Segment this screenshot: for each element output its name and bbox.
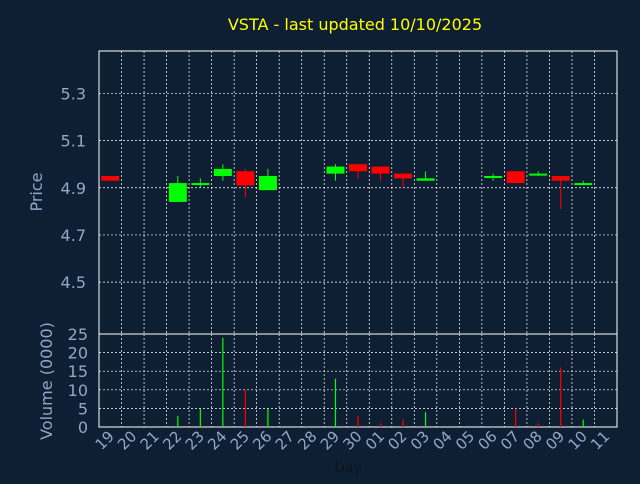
x-axis-label: Day: [334, 460, 362, 476]
volume-tick-label: 10: [68, 381, 88, 400]
candle-body: [349, 164, 367, 172]
candle-body: [326, 166, 345, 174]
candle-body: [506, 171, 525, 184]
candle-body: [191, 183, 210, 186]
volume-tick-label: 15: [68, 362, 88, 381]
volume-tick-label: 25: [68, 325, 88, 344]
volume-plot-frame: [98, 333, 618, 428]
price-tick-label: 4.7: [61, 226, 86, 245]
volume-bar: [222, 337, 224, 427]
candle-body: [574, 183, 593, 186]
volume-tick-label: 20: [68, 344, 88, 363]
volume-bar: [582, 419, 584, 427]
candle-body: [168, 183, 187, 202]
candle-body: [236, 171, 255, 186]
volume-bar: [515, 408, 517, 427]
volume-tick-label: 0: [78, 418, 88, 437]
volume-bar: [267, 408, 269, 427]
candle-body: [394, 173, 413, 179]
volume-bar: [424, 412, 427, 427]
price-tick-label: 5.3: [61, 84, 86, 103]
candle-body: [213, 168, 232, 176]
candle-body: [101, 175, 120, 181]
volume-bar: [560, 367, 562, 427]
volume-bar: [244, 389, 246, 427]
volume-bar: [402, 419, 404, 427]
volume-bar: [177, 415, 179, 427]
volume-bar: [537, 423, 539, 427]
candle-body: [551, 175, 570, 181]
volume-tick-label: 5: [78, 399, 88, 418]
price-tick-label: 5.1: [61, 132, 86, 151]
candle-body: [529, 173, 548, 176]
chart-title: VSTA - last updated 10/10/2025: [228, 15, 482, 34]
candle-body: [416, 178, 435, 181]
volume-bar: [357, 415, 359, 427]
price-panel: 5.3 5.1 4.9 4.7 4.5: [61, 50, 618, 335]
candle-body: [371, 166, 390, 174]
volume-bar: [199, 408, 201, 427]
candle-body: [258, 175, 277, 191]
candle-body: [484, 175, 503, 178]
price-tick-label: 4.5: [61, 273, 86, 292]
x-tick-label: 11: [587, 427, 613, 453]
price-tick-label: 4.9: [61, 179, 86, 198]
volume-axis-label: Volume (0000): [37, 322, 56, 440]
volume-bar: [334, 378, 337, 427]
volume-bar: [379, 423, 382, 427]
price-axis-label: Price: [27, 172, 46, 211]
